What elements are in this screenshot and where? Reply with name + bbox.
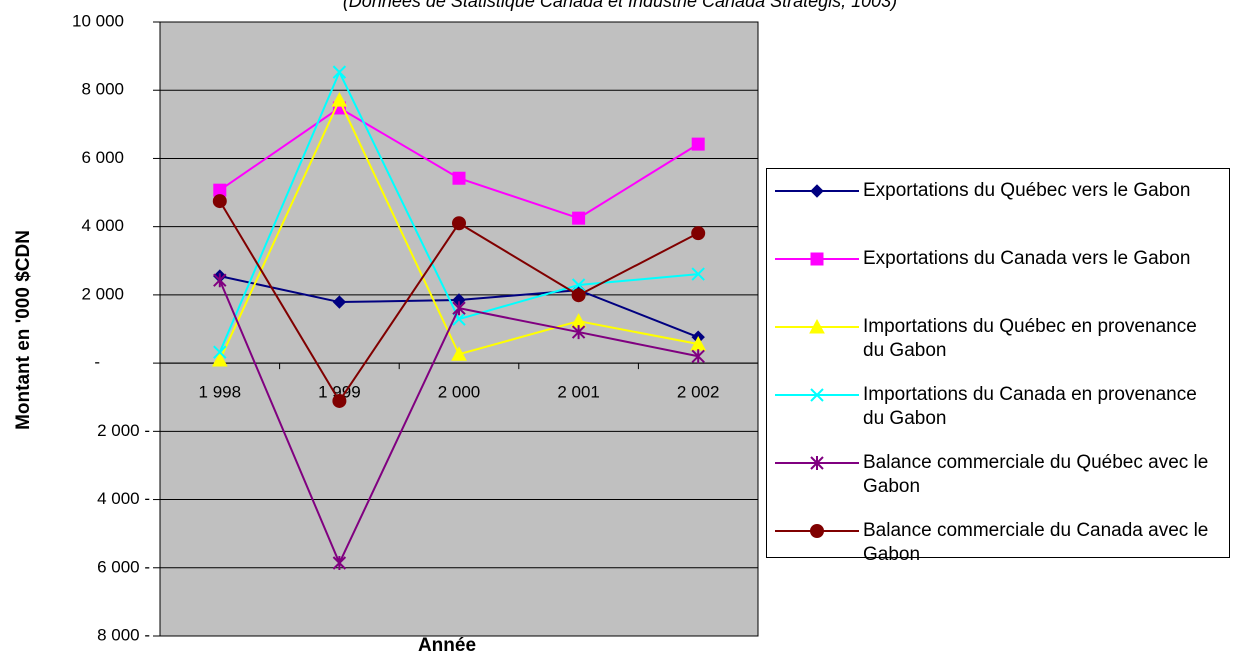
- legend-item: Importations du Québec en provenance du …: [773, 315, 1213, 363]
- marker: [810, 184, 824, 198]
- marker: [332, 295, 347, 309]
- legend-swatch: [775, 184, 859, 198]
- marker: [691, 349, 705, 364]
- marker: [810, 456, 824, 470]
- legend-label: Balance commerciale du Canada avec le Ga…: [863, 520, 1209, 565]
- plot-border: [159, 21, 759, 637]
- marker: [572, 211, 586, 225]
- x-tick-label: 2 001: [557, 383, 600, 402]
- marker: [452, 171, 466, 185]
- marker: [810, 388, 824, 402]
- marker: [810, 252, 824, 266]
- y-tick-label: 2 000: [81, 284, 124, 303]
- y-tick-label: 4 000 -: [97, 489, 150, 508]
- legend-item: Balance commerciale du Canada avec le Ga…: [773, 519, 1213, 567]
- y-axis-label: Montant en '000 $CDN: [13, 230, 34, 430]
- marker: [452, 216, 466, 231]
- plot-background: [160, 22, 758, 636]
- y-tick-label: 6 000 -: [97, 557, 150, 576]
- marker: [691, 137, 705, 151]
- marker: [331, 92, 348, 107]
- y-tick-label: 10 000: [72, 11, 124, 30]
- y-tick-label: 8 000: [81, 80, 124, 99]
- x-axis-label: Année: [418, 635, 476, 656]
- marker: [332, 393, 347, 408]
- y-tick-label: 4 000: [81, 216, 124, 235]
- marker: [212, 194, 227, 209]
- marker: [571, 278, 586, 292]
- marker: [213, 273, 227, 288]
- legend-swatch: [775, 456, 859, 470]
- marker: [332, 556, 347, 571]
- y-tick-label: 8 000 -: [97, 625, 150, 644]
- legend: Exportations du Québec vers le Gabon Expo…: [766, 168, 1230, 565]
- x-tick-label: 2 002: [677, 383, 720, 402]
- legend-swatch: [775, 318, 859, 334]
- marker: [452, 301, 466, 316]
- chart-subtitle: (Données de Statistique Canada et Indust…: [343, 0, 897, 11]
- y-tick-label: 6 000: [81, 148, 124, 167]
- legend-swatch: [775, 252, 859, 266]
- marker: [332, 65, 347, 79]
- legend-label: Balance commerciale du Québec avec le Ga…: [863, 452, 1209, 497]
- legend-item: Balance commerciale du Québec avec le Ga…: [773, 451, 1213, 499]
- x-tick-label: 1 999: [318, 383, 361, 402]
- legend-item: Exportations du Québec vers le Gabon: [773, 179, 1213, 203]
- legend-swatch: [775, 388, 859, 402]
- marker: [810, 524, 824, 538]
- marker: [451, 346, 467, 361]
- marker: [571, 325, 586, 340]
- legend-label: Importations du Canada en provenance du …: [863, 384, 1197, 429]
- marker: [211, 351, 228, 367]
- legend-item: Importations du Canada en provenance du …: [773, 383, 1213, 431]
- y-tick-label: 2 000 -: [97, 421, 150, 440]
- legend-label: Exportations du Canada vers le Gabon: [863, 248, 1191, 269]
- y-tick-label: -: [94, 353, 100, 372]
- legend-label: Importations du Québec en provenance du …: [863, 316, 1197, 361]
- legend-item: Exportations du Canada vers le Gabon: [773, 247, 1213, 271]
- marker: [691, 226, 706, 241]
- legend-label: Exportations du Québec vers le Gabon: [863, 180, 1191, 201]
- marker: [213, 345, 227, 359]
- legend-swatch: [775, 524, 859, 538]
- marker: [809, 318, 825, 334]
- x-tick-label: 2 000: [438, 383, 481, 402]
- marker: [691, 267, 705, 281]
- x-tick-label: 1 998: [199, 383, 242, 402]
- marker: [571, 288, 586, 303]
